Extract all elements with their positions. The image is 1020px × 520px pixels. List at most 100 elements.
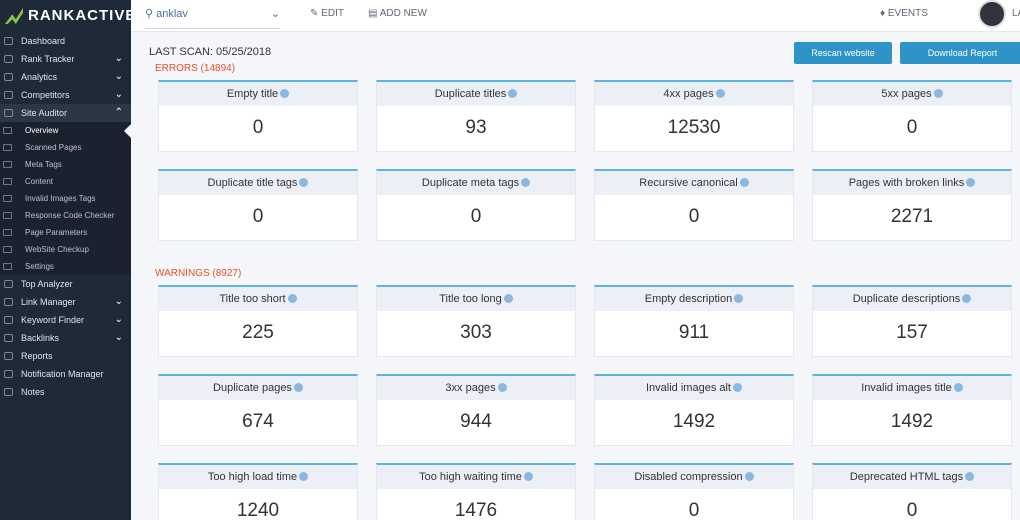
project-select[interactable]: ⚲ anklav ⌄ [145,0,280,29]
info-icon[interactable] [715,89,725,98]
card-label: 3xx pages [445,382,496,394]
nav-item[interactable]: Competitors ⌄ [0,86,131,104]
nav-label: Meta Tags [25,160,62,169]
add-new-button[interactable]: ▤ ADD NEW [368,8,427,19]
issue-card[interactable]: 4xx pages 12530 [594,80,794,152]
card-label: Title too short [219,293,286,305]
card-value: 1476 [454,500,498,520]
nav-item[interactable]: Rank Tracker ⌄ [0,50,131,68]
nav-subitem[interactable]: Settings [0,258,131,275]
nav-subitem[interactable]: Content [0,173,131,190]
card-header: Duplicate title tags [159,171,357,195]
nav-icon [4,55,13,63]
card-value: 2271 [890,206,934,227]
info-icon[interactable] [744,472,754,481]
nav-item[interactable]: Backlinks ⌄ [0,329,131,347]
nav-label: WebSite Checkup [25,245,89,254]
nav-item[interactable]: Dashboard [0,32,131,50]
nav-label: Site Auditor [21,108,68,118]
card-value: 157 [896,322,928,343]
nav-label: Link Manager [21,297,76,307]
nav-item[interactable]: Site Auditor ⌃ [0,104,131,122]
section-title: ERRORS (14894) [155,63,236,74]
nav-label: Backlinks [21,333,60,343]
issue-card[interactable]: Too high load time 1240 [158,463,358,520]
nav-subitem[interactable]: Page Parameters [0,224,131,241]
nav-icon [4,91,13,99]
info-icon[interactable] [733,383,742,392]
issue-card[interactable]: 5xx pages 0 [812,80,1012,152]
nav-chevron: ⌄ [114,71,123,82]
info-icon[interactable] [293,383,303,392]
sidebar: Dashboard Rank Tracker ⌄ Analytics ⌄ Competit… [0,32,131,520]
info-icon[interactable] [287,294,297,303]
nav-subitem[interactable]: Scanned Pages [0,139,131,156]
card-label: Duplicate descriptions [852,293,961,305]
info-icon[interactable] [962,294,972,303]
issue-card[interactable]: 3xx pages 944 [376,374,576,446]
info-icon[interactable] [521,178,531,187]
info-icon[interactable] [734,294,744,303]
rescan-button[interactable]: Rescan website [794,42,892,64]
download-button[interactable]: Download Report [900,42,1020,64]
info-icon[interactable] [966,178,976,187]
issue-card[interactable]: Pages with broken links 2271 [812,169,1012,241]
issue-card[interactable]: Duplicate meta tags 0 [376,169,576,241]
nav-subitem[interactable]: Invalid Images Tags [0,190,131,207]
issue-card[interactable]: Invalid images alt 1492 [594,374,794,446]
info-icon[interactable] [933,89,943,98]
card-value: 1240 [236,500,280,520]
logo[interactable]: RANKACTIVE [0,0,135,32]
nav-subitem[interactable]: WebSite Checkup [0,241,131,258]
info-icon[interactable] [299,178,309,187]
nav-subitem[interactable]: Overview [0,122,131,139]
nav-label: Notes [21,387,45,397]
issue-card[interactable]: Duplicate descriptions 157 [812,285,1012,357]
edit-button[interactable]: ✎ EDIT [310,8,344,19]
nav-label: Scanned Pages [25,143,82,152]
nav-label: Content [25,177,54,186]
info-icon[interactable] [280,89,290,98]
section: ERRORS (14894) Empty title 0 Duplicate titl… [155,63,1012,241]
info-icon[interactable] [299,472,309,481]
card-header: Recursive canonical [595,171,793,195]
avatar[interactable] [978,0,1006,28]
nav-item[interactable]: Notes [0,383,131,401]
top-bar: RANKACTIVE ⚲ anklav ⌄ ✎ EDIT ▤ ADD NEW ♦ … [0,0,1020,32]
card-label: Deprecated HTML tags [849,471,964,483]
issue-card[interactable]: Duplicate titles 93 [376,80,576,152]
issue-card[interactable]: Title too long 303 [376,285,576,357]
events-button[interactable]: ♦ EVENTS [880,8,928,19]
nav-subitem[interactable]: Meta Tags [0,156,131,173]
info-icon[interactable] [739,178,749,187]
card-label: Empty title [226,88,279,100]
info-icon[interactable] [503,294,513,303]
issue-card[interactable]: Deprecated HTML tags 0 [812,463,1012,520]
issue-card[interactable]: Duplicate title tags 0 [158,169,358,241]
issue-card[interactable]: Recursive canonical 0 [594,169,794,241]
info-icon[interactable] [523,472,533,481]
info-icon[interactable] [508,89,518,98]
download-label: Download Report [927,48,998,58]
nav-item[interactable]: Notification Manager [0,365,131,383]
issue-card[interactable]: Title too short 225 [158,285,358,357]
nav-item[interactable]: Analytics ⌄ [0,68,131,86]
info-icon[interactable] [953,383,963,392]
issue-card[interactable]: Invalid images title 1492 [812,374,1012,446]
issue-card[interactable]: Duplicate pages 674 [158,374,358,446]
card-header: Title too short [159,287,357,311]
nav-item[interactable]: Reports [0,347,131,365]
card-label: Too high waiting time [419,471,522,483]
nav-label: Settings [25,262,54,271]
issue-card[interactable]: Too high waiting time 1476 [376,463,576,520]
nav-item[interactable]: Keyword Finder ⌄ [0,311,131,329]
info-icon[interactable] [497,383,507,392]
nav-subitem[interactable]: Response Code Checker [0,207,131,224]
nav-item[interactable]: Link Manager ⌄ [0,293,131,311]
issue-card[interactable]: Empty description 911 [594,285,794,357]
rescan-label: Rescan website [811,48,875,58]
nav-item[interactable]: Top Analyzer [0,275,131,293]
info-icon[interactable] [965,472,975,481]
issue-card[interactable]: Disabled compression 0 [594,463,794,520]
issue-card[interactable]: Empty title 0 [158,80,358,152]
